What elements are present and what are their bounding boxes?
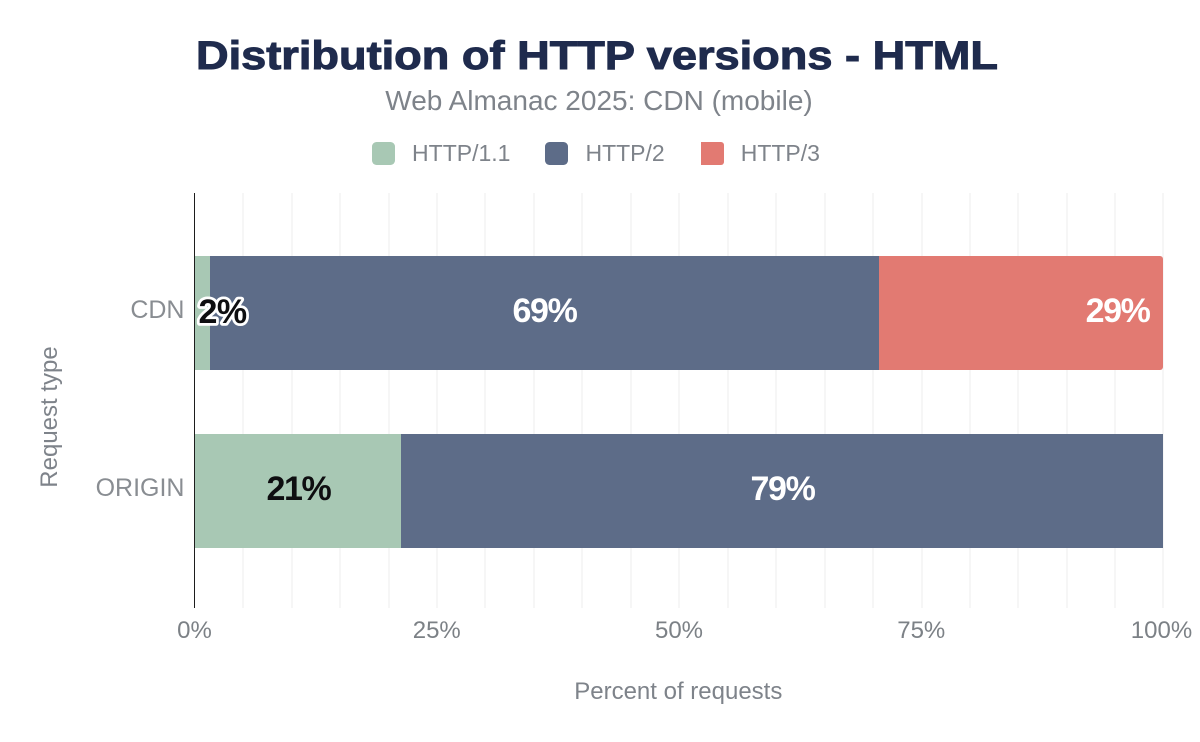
svg-text:2%: 2%	[199, 293, 247, 331]
